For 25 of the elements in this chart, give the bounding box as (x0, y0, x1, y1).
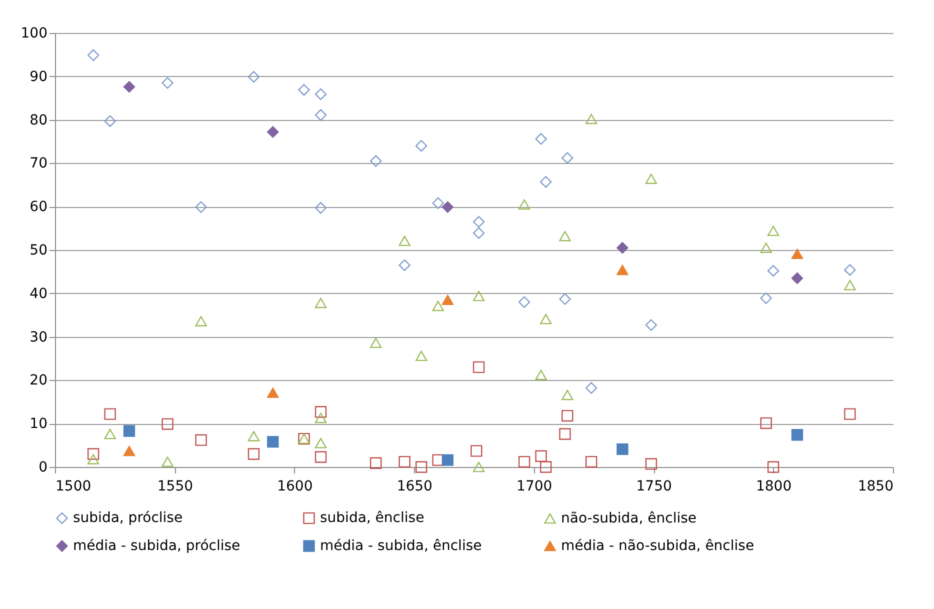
x-tick-label: 1850 (858, 478, 894, 494)
y-tick-label: 10 (30, 416, 48, 432)
y-tick-label: 80 (30, 112, 48, 128)
y-tick-label: 40 (30, 286, 48, 302)
legend-label: subida, próclise (73, 510, 183, 526)
x-tick-label: 1650 (396, 478, 432, 494)
legend-label: média - subida, próclise (73, 538, 240, 554)
y-tick-label: 20 (30, 372, 48, 389)
legend-label: não-subida, ênclise (561, 510, 697, 526)
y-tick-label: 30 (30, 329, 48, 346)
y-tick-label: 60 (30, 199, 48, 216)
legend-label: média - subida, ênclise (320, 538, 482, 554)
y-tick-label: 0 (38, 460, 48, 476)
y-tick-label: 100 (20, 26, 48, 42)
legend-label: subida, ênclise (320, 510, 424, 526)
x-tick-label: 1600 (277, 478, 313, 494)
y-tick-label: 90 (30, 68, 48, 85)
x-tick-label: 1750 (636, 478, 672, 494)
x-tick-label: 1500 (56, 478, 92, 494)
x-tick-label: 1700 (516, 478, 552, 494)
x-tick-label: 1800 (756, 478, 792, 494)
x-tick-label: 1550 (157, 478, 194, 494)
y-tick-label: 70 (30, 156, 48, 172)
legend-label: média - não-subida, ênclise (561, 538, 754, 554)
y-tick-label: 50 (30, 242, 48, 258)
